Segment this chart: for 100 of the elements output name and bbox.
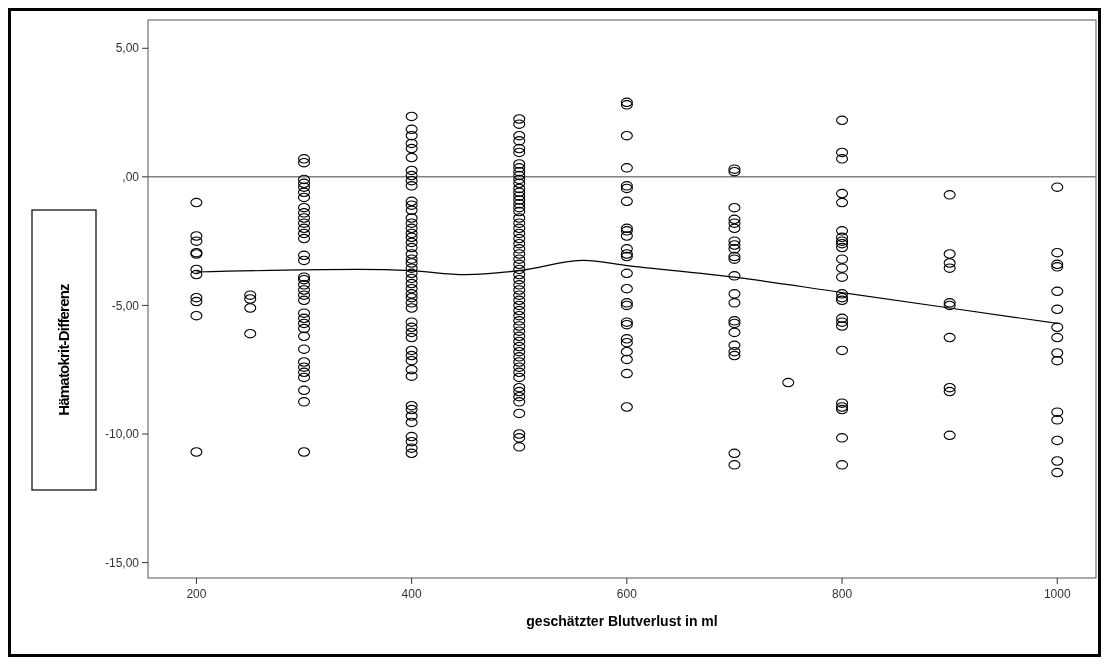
point [1051, 456, 1064, 466]
point [513, 195, 526, 205]
point [405, 181, 418, 191]
point [513, 244, 526, 254]
point [513, 264, 526, 275]
point [405, 263, 418, 273]
point [297, 223, 311, 234]
point [728, 271, 741, 281]
point [405, 232, 418, 243]
point [1051, 348, 1064, 358]
point [620, 402, 633, 412]
y-tick-label: 5,00 [115, 41, 140, 56]
point [513, 147, 526, 158]
point [405, 350, 418, 361]
point [405, 332, 418, 343]
point [405, 205, 418, 216]
point [405, 443, 418, 453]
point [513, 206, 526, 217]
point [405, 298, 418, 308]
point [297, 250, 311, 261]
point [513, 331, 526, 342]
point [513, 429, 526, 439]
point [405, 364, 418, 375]
point [297, 385, 311, 396]
point [836, 289, 849, 299]
point [297, 255, 311, 266]
point [728, 244, 741, 254]
point [190, 447, 203, 457]
point [405, 138, 418, 149]
point [728, 223, 741, 234]
point [297, 174, 311, 185]
point [405, 345, 418, 356]
x-tick-label: 400 [401, 587, 422, 601]
point [513, 305, 526, 316]
point [513, 223, 526, 234]
point [1051, 407, 1064, 417]
point [513, 346, 526, 357]
point [405, 327, 418, 338]
point [297, 154, 311, 164]
point [728, 350, 741, 361]
point [405, 322, 418, 333]
point [836, 317, 849, 327]
point [297, 178, 311, 189]
point [513, 170, 526, 181]
point [513, 191, 526, 201]
point [405, 111, 418, 122]
point [297, 357, 311, 367]
point [620, 334, 633, 344]
point [513, 285, 526, 295]
point [405, 165, 418, 176]
point [728, 460, 741, 470]
point [513, 310, 526, 321]
point [405, 289, 418, 299]
point [297, 447, 311, 457]
point [405, 448, 418, 459]
point [620, 283, 633, 294]
point [620, 337, 633, 348]
point [244, 290, 257, 300]
point [836, 115, 849, 126]
point [405, 411, 418, 421]
point [297, 362, 311, 372]
point [836, 232, 849, 243]
point [513, 114, 526, 124]
point [513, 130, 526, 141]
point [513, 166, 526, 177]
point [297, 344, 311, 354]
point [513, 136, 526, 146]
point [513, 238, 526, 249]
point [405, 249, 418, 259]
point [728, 327, 741, 338]
point [405, 258, 418, 268]
point [513, 143, 526, 154]
point [244, 303, 257, 313]
point [728, 346, 741, 357]
point [405, 175, 418, 186]
x-tick-label: 800 [832, 587, 853, 601]
point [405, 400, 418, 411]
point [405, 317, 418, 327]
point [297, 182, 311, 192]
point [513, 316, 526, 326]
point [297, 228, 311, 239]
point [405, 283, 418, 294]
point [405, 404, 418, 415]
point [190, 292, 203, 303]
point [405, 303, 418, 313]
point [513, 357, 526, 367]
point [728, 214, 741, 225]
point [620, 130, 633, 141]
point [1051, 332, 1064, 343]
point [513, 199, 526, 209]
point [297, 331, 311, 342]
point [836, 433, 849, 443]
x-tick-label: 1000 [1043, 587, 1071, 601]
point [190, 296, 203, 307]
point [513, 163, 526, 173]
point [297, 313, 311, 324]
point [620, 244, 633, 254]
point [943, 430, 956, 441]
point [297, 372, 311, 383]
point [728, 240, 741, 250]
